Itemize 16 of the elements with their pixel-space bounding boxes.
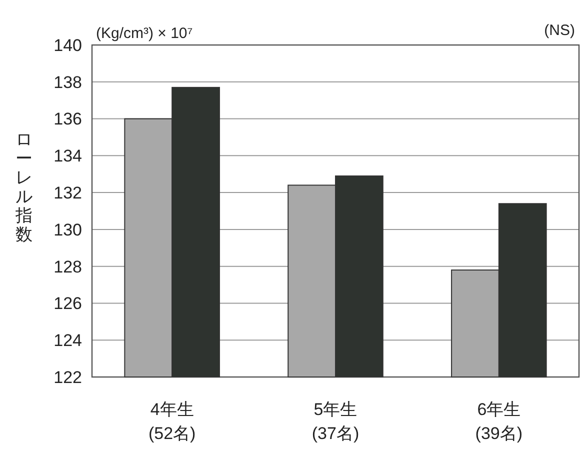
y-tick-label: 122 <box>54 368 82 387</box>
x-tick-label: 6年生 (39名) <box>475 400 523 443</box>
y-tick-label: 130 <box>54 220 82 240</box>
y-tick-label: 132 <box>54 184 82 203</box>
y-tick-label: 134 <box>54 146 82 166</box>
text: (Kg/cm³) × 10⁷ <box>96 25 193 42</box>
y-tick-label: 138 <box>54 72 82 92</box>
y-tick-label: 140 <box>54 36 82 55</box>
x-tick-label: 4年生 (52名) <box>148 400 196 443</box>
y-tick-label: 124 <box>54 331 82 350</box>
y-axis-title: ローレル指数 <box>14 130 32 244</box>
y-tick-label: 128 <box>54 257 82 276</box>
x-tick-label: 5年生 (37名) <box>312 400 360 443</box>
text: (NS) <box>544 22 576 39</box>
y-tick-label: 126 <box>54 294 82 314</box>
y-tick-label: 136 <box>54 110 82 129</box>
